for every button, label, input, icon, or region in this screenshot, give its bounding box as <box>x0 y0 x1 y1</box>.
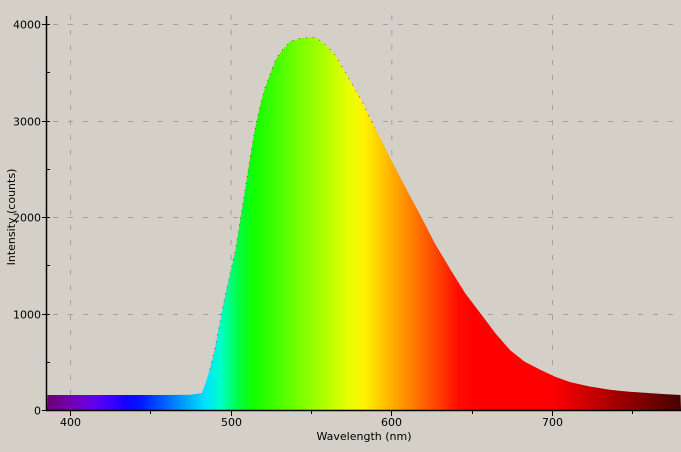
x-axis-title: Wavelength (nm) <box>316 430 411 443</box>
y-axis-title: Intensity (counts) <box>5 169 18 266</box>
y-tick-label: 1000 <box>13 309 41 322</box>
x-tick-label: 400 <box>60 416 81 429</box>
spectrum-outline <box>209 37 376 370</box>
y-tick-label: 4000 <box>13 19 41 32</box>
y-tick-label: 0 <box>34 405 41 418</box>
y-tick-label: 2000 <box>13 212 41 225</box>
x-tick-label: 500 <box>221 416 242 429</box>
y-tick-label: 3000 <box>13 116 41 129</box>
x-tick-label: 700 <box>542 416 563 429</box>
spectrum-area <box>47 37 681 410</box>
x-tick-label: 600 <box>381 416 402 429</box>
axes: 0 1000 2000 3000 4000 400 500 600 700 <box>13 16 681 429</box>
